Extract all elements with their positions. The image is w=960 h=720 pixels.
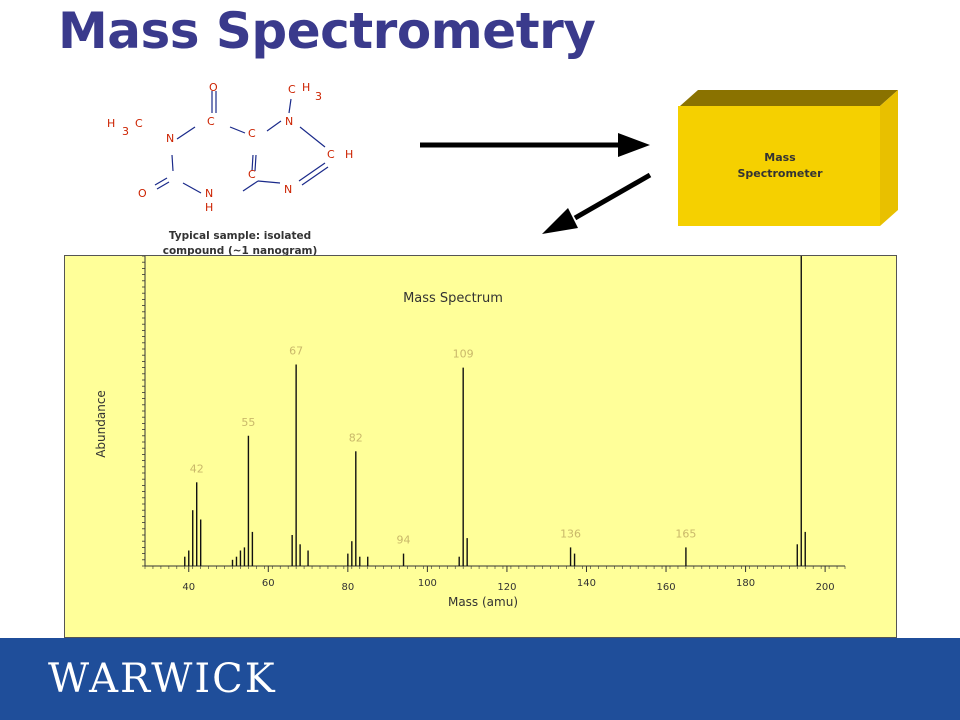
- peak-label: 136: [560, 527, 581, 540]
- mass-spectrometer-box: [678, 90, 898, 226]
- x-tick-label: 40: [182, 582, 195, 593]
- chart-canvas: 40 60 80 100 120 140 160 180 200 42 55 67 82 94 109 13…: [94, 256, 846, 609]
- atom-label: C: [135, 117, 143, 130]
- atom-label: O: [138, 187, 147, 200]
- mass-spectrum-chart: 40 60 80 100 120 140 160 180 200 42 55 67 82 94 109 13…: [64, 255, 897, 638]
- atom-label: H: [107, 117, 116, 130]
- x-tick-label: 60: [262, 578, 275, 589]
- y-axis-label: Abundance: [94, 390, 108, 458]
- warwick-logo: WARWICK: [48, 656, 277, 702]
- process-arrows: [420, 133, 652, 234]
- peak-label: 165: [675, 527, 696, 540]
- atom-label: 3: [122, 125, 129, 138]
- instrument-label-line1: Mass: [764, 151, 796, 164]
- x-tick-label: 100: [418, 578, 437, 589]
- atom-label: H: [302, 81, 311, 94]
- peak-label: 42: [190, 462, 204, 475]
- x-tick-label: 160: [656, 582, 675, 593]
- atom-label: N: [285, 115, 294, 128]
- atom-label: H: [345, 148, 354, 161]
- atom-label: C: [327, 148, 335, 161]
- footer-bar: [0, 638, 960, 720]
- instrument-label: Mass Spectrometer: [680, 150, 880, 182]
- chart-title: Mass Spectrum: [403, 291, 503, 306]
- sample-caption: Typical sample: isolated compound (~1 na…: [162, 230, 318, 257]
- slide-title: Mass Spectrometry: [58, 2, 596, 60]
- arrow-right-icon: [420, 133, 650, 157]
- atom-label: C: [207, 115, 215, 128]
- x-tick-label: 120: [497, 582, 516, 593]
- peak-label: 67: [289, 345, 303, 358]
- x-tick-label: 140: [577, 578, 596, 589]
- arrow-down-left-icon: [542, 172, 652, 234]
- x-tick-label: 80: [341, 582, 354, 593]
- x-axis-label: Mass (amu): [448, 595, 518, 609]
- peak-label: 94: [397, 534, 411, 547]
- x-tick-label: 200: [816, 582, 835, 593]
- atom-label: N: [284, 183, 293, 196]
- atom-label: C: [288, 83, 296, 96]
- x-tick-label: 180: [736, 578, 755, 589]
- atom-label: N: [166, 132, 175, 145]
- atom-label: 3: [315, 90, 322, 103]
- bond-lines: [154, 91, 329, 194]
- atom-label: H: [205, 201, 214, 214]
- atom-label: C: [248, 168, 256, 181]
- peak-label: 55: [241, 416, 255, 429]
- atom-label: O: [209, 81, 218, 94]
- instrument-label-line2: Spectrometer: [737, 167, 823, 180]
- peak-label: 82: [349, 431, 363, 444]
- peak-label: 109: [453, 348, 474, 361]
- atom-label: N: [205, 187, 214, 200]
- atom-label: C: [248, 127, 256, 140]
- caffeine-structure: O C H 3 H 3 C N C N C H C C N O N H: [95, 75, 385, 225]
